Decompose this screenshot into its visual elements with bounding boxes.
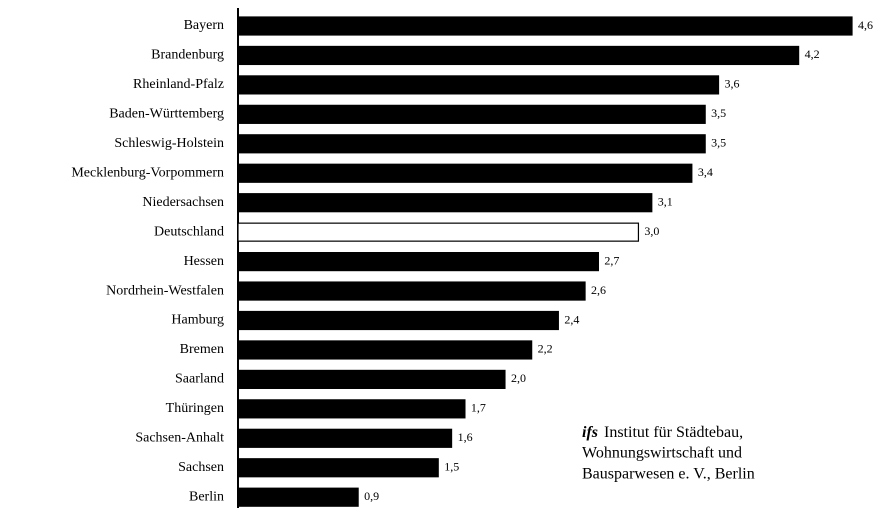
category-label: Hessen <box>184 254 224 269</box>
value-label: 4,2 <box>805 47 820 61</box>
bar <box>237 487 359 507</box>
bar <box>237 369 506 389</box>
annotation-line: Wohnungswirtschaft und <box>582 445 742 462</box>
bar <box>237 458 439 478</box>
bar <box>237 222 640 242</box>
value-label: 4,6 <box>858 18 873 32</box>
annotation-line: Institut für Städtebau, <box>604 424 743 441</box>
bar <box>237 252 599 272</box>
value-label: 2,0 <box>511 371 526 385</box>
category-label: Bremen <box>180 342 224 357</box>
bar <box>237 428 453 448</box>
category-label: Deutschland <box>154 224 224 239</box>
category-label: Schleswig-Holstein <box>114 136 224 151</box>
value-label: 2,7 <box>604 253 619 267</box>
value-label: 3,6 <box>725 77 740 91</box>
annotation-line: Bausparwesen e. V., Berlin <box>582 466 755 483</box>
category-label: Niedersachsen <box>142 195 224 210</box>
value-label: 3,0 <box>644 224 659 238</box>
bar <box>237 310 559 331</box>
category-label: Nordrhein-Westfalen <box>106 283 224 298</box>
value-label: 3,1 <box>658 194 673 208</box>
value-label: 2,2 <box>538 342 553 356</box>
category-label: Thüringen <box>166 401 224 416</box>
bar <box>237 75 720 95</box>
value-label: 3,5 <box>711 106 726 120</box>
category-label: Rheinland-Pfalz <box>133 77 224 92</box>
value-label: 2,6 <box>591 283 606 297</box>
value-label: 1,6 <box>458 430 473 444</box>
category-label: Bayern <box>184 18 224 33</box>
category-label: Baden-Württemberg <box>109 107 224 122</box>
bar <box>237 163 693 183</box>
annotation-logo: ifs <box>582 424 598 441</box>
bar <box>237 193 653 213</box>
bar <box>237 281 586 301</box>
bar <box>237 399 466 419</box>
category-label: Saarland <box>175 372 224 387</box>
category-label: Brandenburg <box>151 48 224 63</box>
category-label: Berlin <box>189 489 224 504</box>
category-label: Sachsen <box>178 460 224 475</box>
bar <box>237 45 800 66</box>
bar <box>237 16 853 36</box>
value-label: 1,7 <box>471 401 486 415</box>
category-label: Hamburg <box>171 313 224 328</box>
bar <box>237 134 706 154</box>
bar <box>237 104 706 124</box>
category-label: Sachsen-Anhalt <box>135 431 224 446</box>
value-label: 3,4 <box>698 165 713 179</box>
category-label: Mecklenburg-Vorpommern <box>71 165 224 180</box>
bar <box>237 340 533 360</box>
value-label: 2,4 <box>564 312 579 326</box>
value-label: 1,5 <box>444 460 459 474</box>
value-label: 0,9 <box>364 489 379 503</box>
annotation: ifs Institut für Städtebau, <box>582 424 743 441</box>
value-label: 3,5 <box>711 136 726 150</box>
